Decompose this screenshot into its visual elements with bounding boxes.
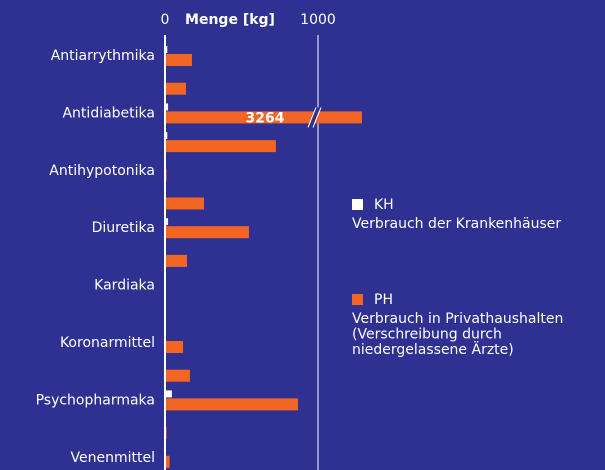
y-tick-label: Diuretika xyxy=(92,220,155,236)
x-tick-label: 0 xyxy=(161,12,170,28)
legend-swatch xyxy=(352,199,363,210)
bar xyxy=(166,398,298,411)
legend-description: Verbrauch in Privathaushalten xyxy=(352,311,563,327)
y-tick-label: Antiarrythmika xyxy=(51,48,155,64)
y-tick-label: Kardiaka xyxy=(94,278,155,294)
y-tick-label: Antidiabetika xyxy=(62,105,155,121)
bar xyxy=(166,455,170,468)
bar xyxy=(166,82,186,95)
bar xyxy=(166,197,205,210)
legend-description: niedergelassene Ärzte) xyxy=(352,340,514,358)
legend-description: Verbrauch der Krankenhäuser xyxy=(352,216,561,232)
y-tick-label: Psychopharmaka xyxy=(36,392,155,408)
break-mark xyxy=(308,106,320,129)
bar xyxy=(166,218,169,226)
value-label: 3264 xyxy=(246,110,285,126)
bar xyxy=(166,103,169,111)
legend-label: PH xyxy=(374,292,393,308)
legend-label: KH xyxy=(374,197,394,213)
bar xyxy=(166,168,167,181)
bar xyxy=(166,132,168,140)
bar xyxy=(166,226,249,239)
axis-title: Menge [kg] xyxy=(185,12,275,28)
bar xyxy=(166,254,188,267)
bar xyxy=(166,341,184,353)
bar xyxy=(166,46,168,53)
break-mark xyxy=(312,107,322,128)
bar xyxy=(166,427,167,440)
bar xyxy=(166,390,172,398)
bar xyxy=(166,54,192,66)
y-tick-label: Koronarmittel xyxy=(60,335,155,351)
x-tick-label: 1000 xyxy=(300,12,336,28)
break-mark xyxy=(307,107,317,128)
y-tick-label: Antihypotonika xyxy=(49,163,155,179)
legend-swatch xyxy=(352,294,363,305)
legend-description: (Verschreibung durch xyxy=(352,327,502,343)
bar xyxy=(166,140,276,153)
bar xyxy=(166,369,190,382)
y-tick-label: Venenmittel xyxy=(71,450,155,466)
